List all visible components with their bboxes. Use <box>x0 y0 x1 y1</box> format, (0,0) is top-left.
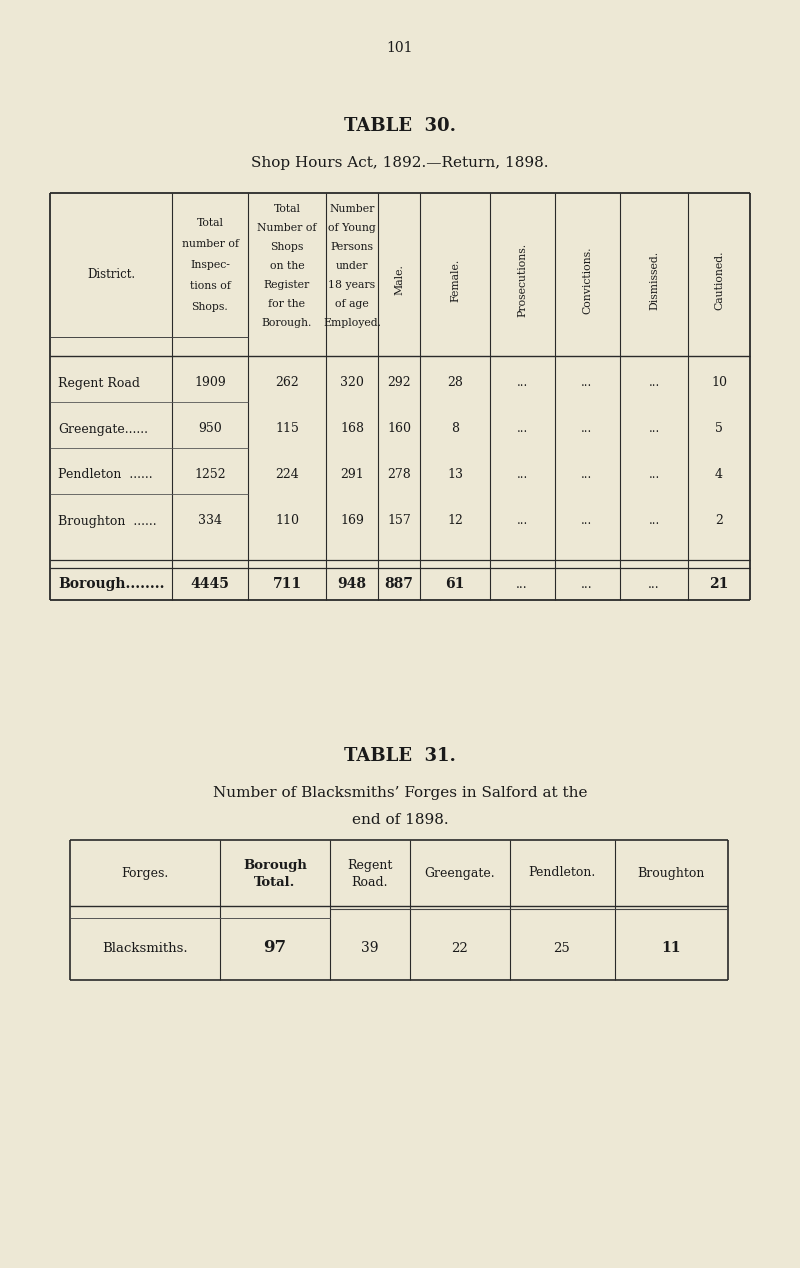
Text: of age: of age <box>335 299 369 309</box>
Text: ...: ... <box>516 515 528 527</box>
Text: Forges.: Forges. <box>122 866 169 880</box>
Text: 2: 2 <box>715 515 723 527</box>
Text: Road.: Road. <box>352 876 388 889</box>
Text: on the: on the <box>270 261 304 271</box>
Text: TABLE  30.: TABLE 30. <box>344 117 456 134</box>
Text: 262: 262 <box>275 377 299 389</box>
Text: end of 1898.: end of 1898. <box>352 813 448 827</box>
Text: 97: 97 <box>263 940 286 956</box>
Text: ...: ... <box>648 422 660 435</box>
Text: 168: 168 <box>340 422 364 435</box>
Text: Shop Hours Act, 1892.—Return, 1898.: Shop Hours Act, 1892.—Return, 1898. <box>251 156 549 170</box>
Text: 5: 5 <box>715 422 723 435</box>
Text: 320: 320 <box>340 377 364 389</box>
Text: 292: 292 <box>387 377 411 389</box>
Text: Register: Register <box>264 280 310 290</box>
Text: Female.: Female. <box>450 259 460 302</box>
Text: ...: ... <box>582 422 593 435</box>
Text: Inspec-: Inspec- <box>190 260 230 270</box>
Text: 28: 28 <box>447 377 463 389</box>
Text: Broughton  ......: Broughton ...... <box>58 515 157 527</box>
Text: 948: 948 <box>338 577 366 591</box>
Text: Borough.: Borough. <box>262 318 312 328</box>
Text: 12: 12 <box>447 515 463 527</box>
Text: for the: for the <box>269 299 306 309</box>
Text: Total: Total <box>197 218 223 228</box>
Text: Dismissed.: Dismissed. <box>649 251 659 309</box>
Text: 334: 334 <box>198 515 222 527</box>
Text: 13: 13 <box>447 468 463 482</box>
Text: 39: 39 <box>362 941 378 955</box>
Text: Greengate......: Greengate...... <box>58 422 148 435</box>
Text: Male.: Male. <box>394 265 404 295</box>
Text: 22: 22 <box>452 942 468 955</box>
Text: 115: 115 <box>275 422 299 435</box>
Text: Regent Road: Regent Road <box>58 377 140 389</box>
Text: Total.: Total. <box>254 876 296 889</box>
Text: Borough........: Borough........ <box>58 577 165 591</box>
Text: 169: 169 <box>340 515 364 527</box>
Text: 110: 110 <box>275 515 299 527</box>
Text: Number: Number <box>330 204 374 214</box>
Text: 25: 25 <box>554 942 570 955</box>
Text: Employed.: Employed. <box>323 318 381 328</box>
Text: 157: 157 <box>387 515 411 527</box>
Text: TABLE  31.: TABLE 31. <box>344 747 456 765</box>
Text: under: under <box>336 261 368 271</box>
Text: 887: 887 <box>385 577 414 591</box>
Text: 10: 10 <box>711 377 727 389</box>
Text: ...: ... <box>648 377 660 389</box>
Text: ...: ... <box>648 515 660 527</box>
Text: 1252: 1252 <box>194 468 226 482</box>
Text: Pendleton  ......: Pendleton ...... <box>58 468 153 482</box>
Text: ...: ... <box>648 468 660 482</box>
Text: Number of Blacksmiths’ Forges in Salford at the: Number of Blacksmiths’ Forges in Salford… <box>213 786 587 800</box>
Text: number of: number of <box>182 238 238 249</box>
Text: ...: ... <box>582 515 593 527</box>
Text: Blacksmiths.: Blacksmiths. <box>102 942 188 955</box>
Text: Broughton: Broughton <box>638 866 705 880</box>
Text: Borough: Borough <box>243 858 307 871</box>
Text: Pendleton.: Pendleton. <box>528 866 596 880</box>
Text: of Young: of Young <box>328 223 376 233</box>
Text: District.: District. <box>87 268 135 280</box>
Text: ...: ... <box>582 468 593 482</box>
Text: 4445: 4445 <box>190 577 230 591</box>
Text: 101: 101 <box>386 41 414 55</box>
Text: 278: 278 <box>387 468 411 482</box>
Text: Persons: Persons <box>330 242 374 252</box>
Text: ...: ... <box>581 577 593 591</box>
Text: Regent: Regent <box>347 858 393 871</box>
Text: Greengate.: Greengate. <box>425 866 495 880</box>
Text: ...: ... <box>648 577 660 591</box>
Text: Shops.: Shops. <box>192 302 228 312</box>
Text: 21: 21 <box>710 577 729 591</box>
Text: 160: 160 <box>387 422 411 435</box>
Text: Convictions.: Convictions. <box>582 246 592 313</box>
Text: 950: 950 <box>198 422 222 435</box>
Text: 711: 711 <box>273 577 302 591</box>
Text: Prosecutions.: Prosecutions. <box>517 243 527 317</box>
Text: Number of: Number of <box>258 223 317 233</box>
Text: ...: ... <box>516 422 528 435</box>
Text: Cautioned.: Cautioned. <box>714 250 724 309</box>
Text: 61: 61 <box>446 577 465 591</box>
Text: 4: 4 <box>715 468 723 482</box>
Text: ...: ... <box>582 377 593 389</box>
Text: Shops: Shops <box>270 242 304 252</box>
Text: ...: ... <box>516 468 528 482</box>
Text: 291: 291 <box>340 468 364 482</box>
Text: 1909: 1909 <box>194 377 226 389</box>
Text: tions of: tions of <box>190 281 230 290</box>
Text: 18 years: 18 years <box>329 280 375 290</box>
Text: 11: 11 <box>662 941 681 955</box>
Text: 224: 224 <box>275 468 299 482</box>
Text: ...: ... <box>516 577 528 591</box>
Text: Total: Total <box>274 204 301 214</box>
Text: ...: ... <box>516 377 528 389</box>
Text: 8: 8 <box>451 422 459 435</box>
